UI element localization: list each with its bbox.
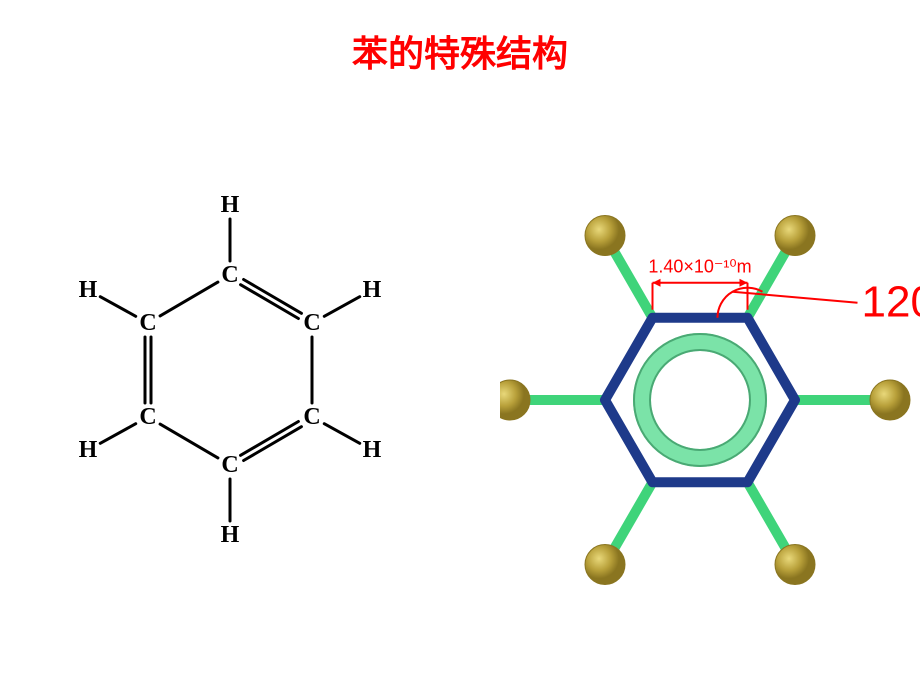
bond-angle-label: 120⁰ [862, 278, 920, 327]
svg-text:H: H [79, 437, 98, 463]
svg-text:C: C [303, 404, 320, 430]
page-title: 苯的特殊结构 [0, 25, 920, 77]
svg-text:H: H [221, 522, 240, 548]
svg-text:C: C [221, 452, 238, 478]
svg-text:H: H [79, 277, 98, 303]
svg-text:H: H [221, 192, 240, 218]
svg-text:C: C [139, 310, 156, 336]
bond-length-label: 1.40×10⁻¹⁰m [648, 257, 751, 277]
svg-text:H: H [363, 277, 382, 303]
svg-text:C: C [221, 262, 238, 288]
3d-model: 1.40×10⁻¹⁰m 120⁰ [500, 120, 920, 620]
kekule-structure: C H C H C H C H C H C H [40, 140, 440, 600]
svg-text:C: C [303, 310, 320, 336]
svg-text:C: C [139, 404, 156, 430]
svg-text:H: H [363, 437, 382, 463]
